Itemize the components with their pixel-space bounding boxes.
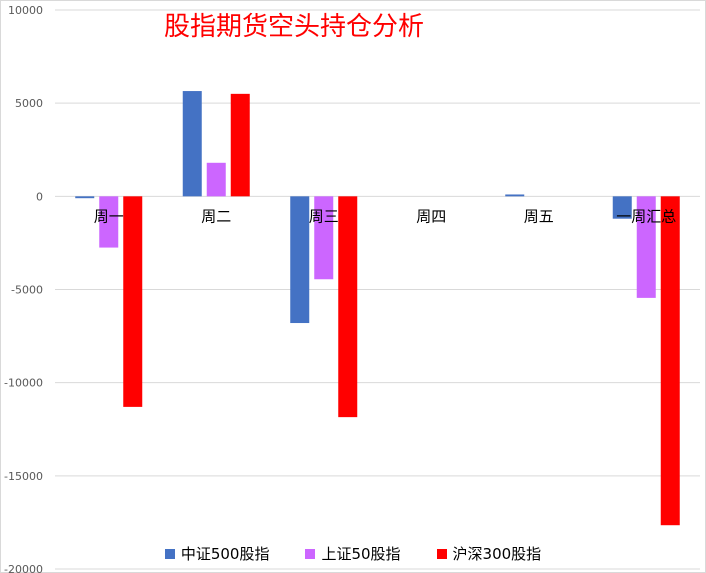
- legend-swatch-csi500: [164, 548, 175, 559]
- bar-5-2: [660, 196, 680, 526]
- bar-5-1: [636, 196, 656, 298]
- x-category-label: 周四: [416, 207, 446, 225]
- legend-item-csi500[interactable]: 中证500股指: [164, 543, 270, 564]
- legend-label-csi300: 沪深300股指: [452, 545, 542, 563]
- x-category-label: 周二: [201, 207, 231, 225]
- x-category-label: 一周汇总: [616, 207, 676, 225]
- bar-1-2: [230, 93, 250, 197]
- bar-0-2: [123, 196, 143, 407]
- bar-0-0: [75, 196, 95, 199]
- legend-label-sse50: 上证50股指: [321, 545, 401, 563]
- chart-legend: 中证500股指 上证50股指 沪深300股指: [0, 543, 706, 564]
- bar-5-0: [612, 196, 632, 219]
- legend-item-sse50[interactable]: 上证50股指: [305, 543, 401, 564]
- y-tick-label: -10000: [4, 377, 43, 390]
- y-tick-label: 10000: [8, 4, 43, 17]
- y-tick-label: -5000: [11, 284, 43, 297]
- legend-swatch-sse50: [305, 548, 316, 559]
- bar-2-2: [338, 196, 358, 418]
- legend-item-csi300[interactable]: 沪深300股指: [436, 543, 542, 564]
- bar-4-0: [505, 194, 525, 197]
- bar-1-0: [182, 91, 202, 197]
- x-category-label: 周三: [309, 207, 339, 225]
- chart-title: 股指期货空头持仓分析: [164, 12, 425, 42]
- legend-swatch-csi300: [436, 548, 447, 559]
- y-tick-label: 5000: [15, 97, 43, 110]
- bar-1-1: [206, 162, 226, 197]
- bar-2-0: [290, 196, 310, 324]
- y-tick-label: 0: [36, 190, 43, 203]
- y-tick-label: -20000: [4, 563, 43, 573]
- x-category-label: 周五: [524, 207, 554, 225]
- bar-2-1: [314, 196, 334, 280]
- y-tick-label: -15000: [4, 470, 43, 483]
- legend-label-csi500: 中证500股指: [180, 545, 270, 563]
- bar-0-1: [99, 196, 119, 248]
- x-category-label: 周一: [94, 207, 124, 225]
